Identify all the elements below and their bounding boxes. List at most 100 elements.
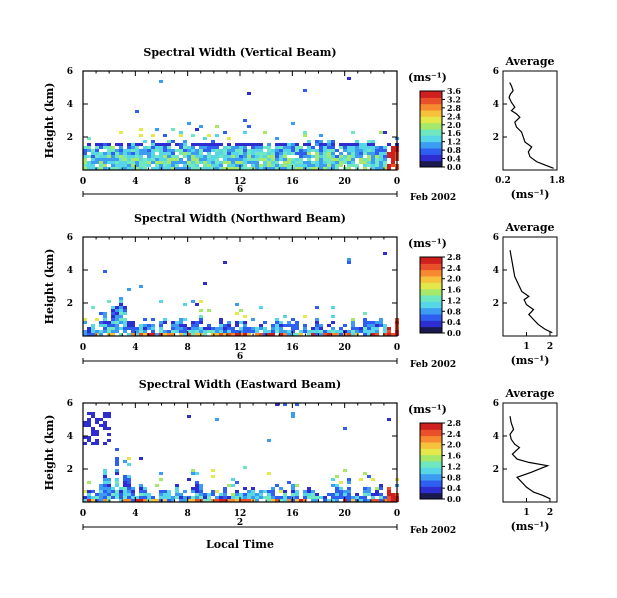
colorbar-swatch [420, 492, 442, 500]
heatmap-cell [127, 499, 131, 502]
heatmap-cell [247, 125, 251, 128]
heatmap-cells [83, 403, 399, 502]
heatmap-cell [323, 146, 327, 149]
heatmap-cell [147, 149, 151, 152]
profile-y-tick-label: 2 [493, 465, 499, 475]
heatmap-cell [231, 152, 235, 155]
heatmap-cell [195, 330, 199, 333]
heatmap-cell [287, 152, 291, 155]
heatmap-cell [95, 493, 99, 496]
heatmap-cell [167, 333, 171, 336]
heatmap-cell [207, 493, 211, 496]
heatmap-cell [183, 155, 187, 158]
heatmap-cell [263, 330, 267, 333]
heatmap-cell [239, 152, 243, 155]
heatmap-cell [199, 487, 203, 490]
heatmap-cell [115, 469, 119, 472]
heatmap-cell [291, 499, 295, 502]
heatmap-cell [319, 152, 323, 155]
heatmap-cell [195, 321, 199, 324]
heatmap-cell [211, 155, 215, 158]
heatmap-cell [103, 421, 107, 424]
heatmap-cell [363, 321, 367, 324]
heatmap-cell [379, 499, 383, 502]
heatmap-cell [143, 167, 147, 170]
heatmap-cell [135, 158, 139, 161]
heatmap-cell [199, 146, 203, 149]
heatmap-cell [283, 146, 287, 149]
heatmap-cell [359, 327, 363, 330]
heatmap-cell [107, 161, 111, 164]
heatmap-cell [227, 484, 231, 487]
heatmap-cell [371, 333, 375, 336]
heatmap-cell [163, 499, 167, 502]
heatmap-cell [235, 330, 239, 333]
heatmap-cell [315, 161, 319, 164]
heatmap-cell [179, 496, 183, 499]
heatmap-cell [319, 158, 323, 161]
heatmap-cell [127, 457, 131, 460]
heatmap-cell [171, 161, 175, 164]
heatmap-cell [119, 303, 123, 306]
heatmap-cell [315, 330, 319, 333]
heatmap-cell [239, 499, 243, 502]
heatmap-cell [227, 164, 231, 167]
heatmap-cell [307, 149, 311, 152]
heatmap-cell [239, 158, 243, 161]
heatmap-cell [175, 330, 179, 333]
heatmap-cell [131, 152, 135, 155]
heatmap-cell [231, 330, 235, 333]
heatmap-cell [163, 321, 167, 324]
heatmap-cell [367, 490, 371, 493]
x-tick-label: 12 [234, 343, 247, 353]
colorbar-tick-label: 0.0 [447, 162, 461, 172]
heatmap-cell [159, 155, 163, 158]
heatmap-cell [279, 149, 283, 152]
colorbar-tick-label: 2.0 [447, 440, 461, 450]
heatmap-cell [363, 152, 367, 155]
heatmap-cell [335, 161, 339, 164]
heatmap-cell [83, 333, 87, 336]
heatmap-cell [331, 152, 335, 155]
x-tick-label: 20 [338, 509, 351, 519]
heatmap-cell [295, 496, 299, 499]
heatmap-cell [263, 131, 267, 134]
heatmap-cell [183, 303, 187, 306]
heatmap-cell [347, 333, 351, 336]
heatmap-cell [275, 318, 279, 321]
heatmap-cell [99, 484, 103, 487]
heatmap-cell [91, 161, 95, 164]
heatmap-cell [295, 484, 299, 487]
heatmap-cell [119, 149, 123, 152]
colorbar-tick-label: 1.6 [447, 285, 461, 295]
heatmap-cell [119, 146, 123, 149]
heatmap-cell [311, 330, 315, 333]
heatmap-cell [331, 146, 335, 149]
heatmap-cell [255, 327, 259, 330]
colorbar-tick-label: 1.2 [447, 137, 461, 147]
heatmap-cell [259, 146, 263, 149]
heatmap-cell [331, 484, 335, 487]
heatmap-cell [159, 324, 163, 327]
heatmap-cell [303, 149, 307, 152]
heatmap-cell [263, 158, 267, 161]
heatmap-cell [371, 324, 375, 327]
heatmap-cell [171, 499, 175, 502]
heatmap-cell [279, 327, 283, 330]
heatmap-cell [147, 327, 151, 330]
heatmap-cell [111, 315, 115, 318]
heatmap-cell [283, 324, 287, 327]
heatmap-cell [187, 499, 191, 502]
heatmap-cell [207, 152, 211, 155]
heatmap-cell [379, 161, 383, 164]
heatmap-cell [323, 333, 327, 336]
heatmap-cell [267, 496, 271, 499]
heatmap-cell [379, 493, 383, 496]
heatmap-cell [111, 321, 115, 324]
heatmap-cell [207, 146, 211, 149]
colorbar-swatch [420, 326, 442, 334]
heatmap-cell [171, 333, 175, 336]
heatmap-cell [187, 478, 191, 481]
heatmap-cell [323, 161, 327, 164]
heatmap-cell [219, 152, 223, 155]
